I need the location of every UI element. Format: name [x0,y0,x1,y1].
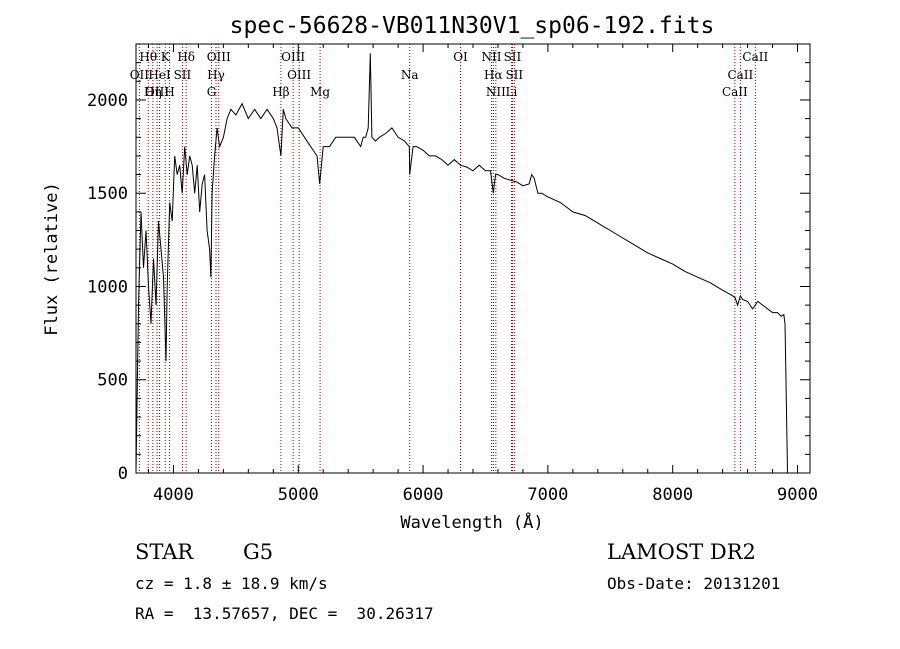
marker-label: SII [505,68,523,82]
marker-label: CaII [742,50,768,64]
subclass: G5 [243,540,274,564]
marker-label: Hβ [272,85,289,99]
marker-label: Li [506,85,518,99]
marker-label: OII [130,68,150,82]
marker-label: G [207,85,217,99]
y-tick-label: 1000 [87,277,128,297]
marker-label: CaII [727,68,753,82]
x-tick-label: 9000 [777,485,818,505]
marker-label: Hη [144,85,162,99]
spectrum-line [135,53,788,474]
marker-label: OIII [281,50,305,64]
x-axis-ticks: 4000 5000 6000 7000 8000 9000 [147,44,818,505]
y-tick-label: 0 [118,464,128,484]
marker-label: Hθ [139,50,157,64]
x-tick-label: 4000 [153,485,194,505]
marker-label: Na [401,68,419,82]
marker-label: NII [481,50,501,64]
y-axis-ticks: 0 500 1000 1500 2000 [87,62,810,484]
x-axis-label: Wavelength (Å) [400,511,543,533]
x-tick-label: 6000 [403,485,444,505]
y-axis-label: Flux (relative) [42,182,62,336]
x-tick-label: 5000 [278,485,319,505]
marker-label: OIII [145,85,169,99]
marker-label: H [164,85,174,99]
survey-name: LAMOST DR2 [607,540,756,564]
redshift-cz: cz = 1.8 ± 18.9 km/s [135,574,328,593]
marker-label: Hα [484,68,503,82]
marker-label: Mg [310,85,330,99]
y-tick-label: 500 [97,371,128,391]
marker-label: OI [453,50,468,64]
marker-label: Hδ [177,50,195,64]
marker-label: OIII [287,68,311,82]
marker-label: CaII [722,85,748,99]
y-tick-label: 2000 [87,91,128,111]
marker-label: K [161,50,171,64]
plot-frame [135,43,811,474]
marker-label: OIII [207,50,231,64]
marker-label: SII [504,50,522,64]
chart-title: spec-56628-VB011N30V1_sp06-192.fits [230,13,715,39]
x-tick-label: 8000 [652,485,693,505]
marker-lines [138,44,756,473]
obs-date: Obs-Date: 20131201 [607,574,781,593]
ra-dec: RA = 13.57657, DEC = 30.26317 [135,604,434,623]
marker-label: Hγ [207,68,225,82]
marker-label: SII [174,68,192,82]
object-class: STAR [135,540,194,564]
y-tick-label: 1500 [87,184,128,204]
x-tick-label: 7000 [527,485,568,505]
marker-label: NII [486,85,506,99]
marker-label: HeI [148,68,171,82]
